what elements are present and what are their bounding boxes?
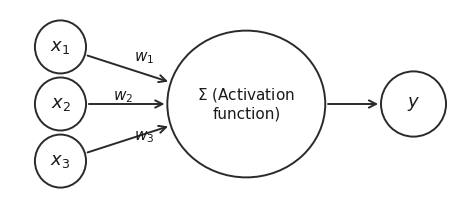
Text: $w_1$: $w_1$ — [134, 50, 154, 66]
Ellipse shape — [35, 135, 86, 188]
Text: $x_1$: $x_1$ — [51, 38, 71, 56]
Text: $y$: $y$ — [407, 95, 420, 113]
Ellipse shape — [35, 20, 86, 73]
Text: $x_3$: $x_3$ — [50, 152, 71, 170]
Ellipse shape — [381, 71, 446, 137]
Text: $w_2$: $w_2$ — [113, 89, 133, 105]
Text: $\Sigma$ (Activation
function): $\Sigma$ (Activation function) — [197, 86, 295, 122]
Ellipse shape — [35, 78, 86, 130]
Text: $x_2$: $x_2$ — [51, 95, 71, 113]
Text: $w_3$: $w_3$ — [134, 130, 154, 145]
Ellipse shape — [167, 31, 325, 177]
